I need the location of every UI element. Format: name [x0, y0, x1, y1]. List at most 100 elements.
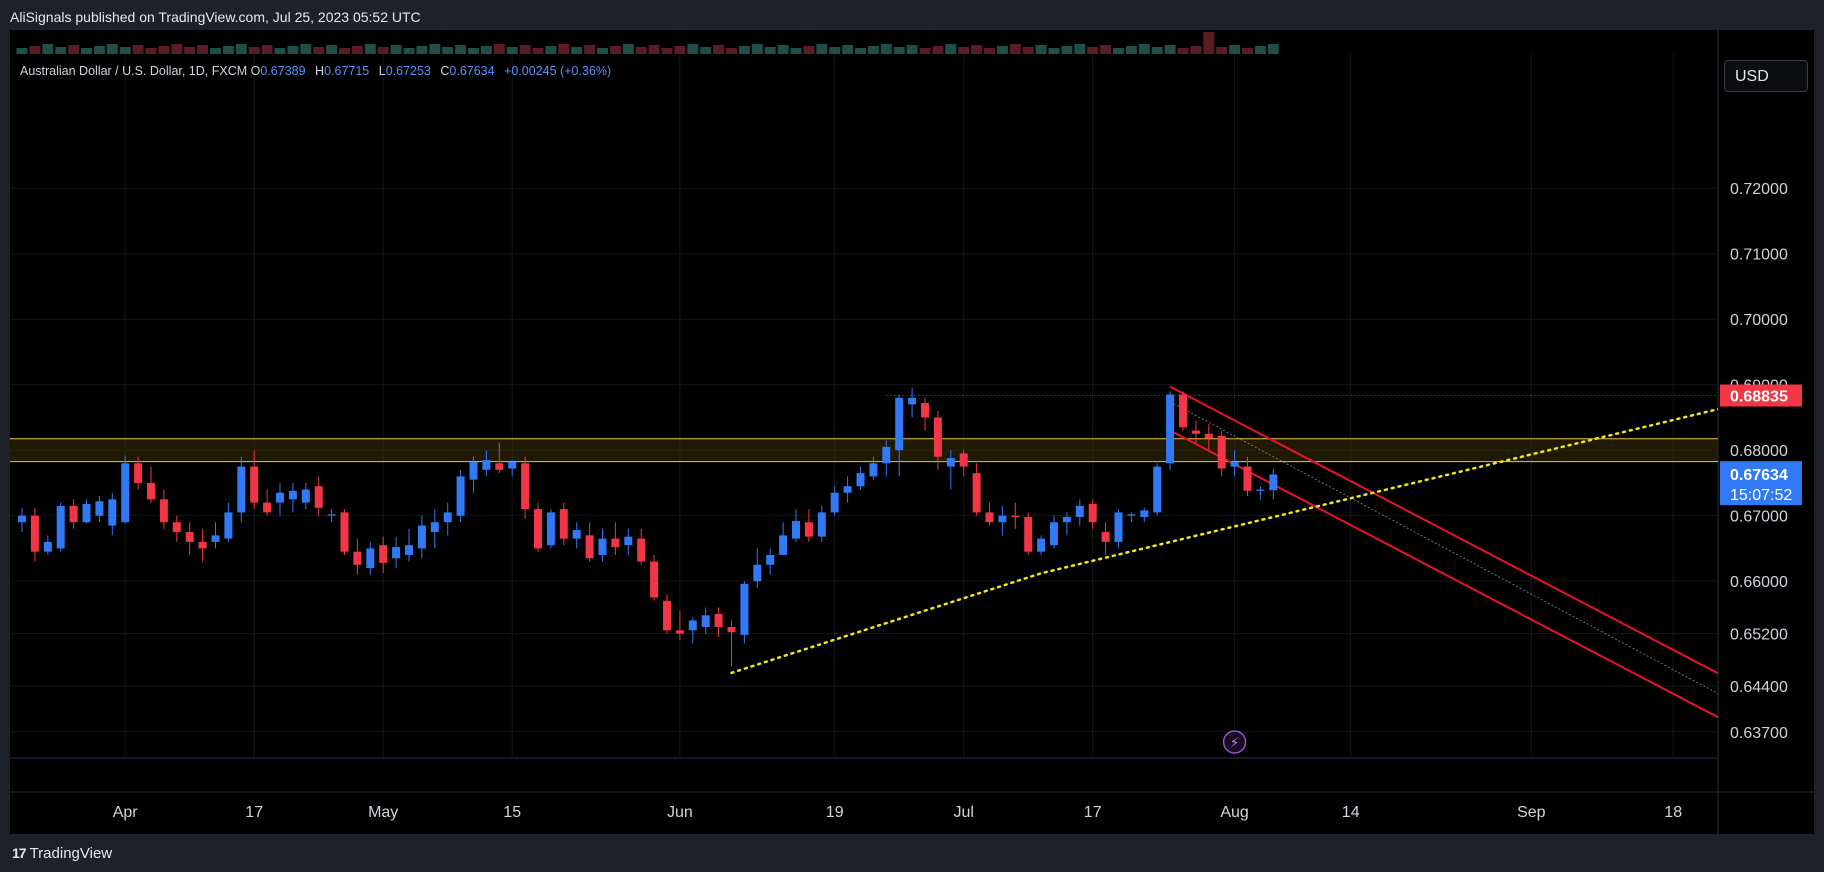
candle-body: [185, 532, 194, 542]
event-lightning-icon: [1222, 730, 1247, 754]
volume-bar: [867, 46, 879, 54]
volume-bar: [893, 47, 905, 54]
volume-bar: [313, 47, 325, 54]
volume-bar: [919, 48, 931, 54]
candle-body: [469, 461, 478, 480]
legend-low-label: L: [378, 64, 386, 78]
volume-bar: [106, 44, 118, 54]
volume-bar: [1087, 47, 1099, 54]
volume-bar: [1048, 48, 1060, 54]
volume-bar: [326, 45, 338, 54]
candle-body: [598, 538, 607, 555]
candle-body: [30, 515, 39, 552]
legend-open-value: 0.67389: [260, 64, 306, 78]
resistance-price-label: [1720, 384, 1802, 407]
tradingview-logo[interactable]: 17 TradingView: [12, 845, 112, 862]
volume-bar: [455, 45, 467, 54]
volume-bar: [996, 46, 1008, 54]
volume-bar: [700, 47, 712, 54]
candle-body: [1166, 394, 1175, 464]
candle-body: [1075, 505, 1084, 517]
volume-bar: [1229, 45, 1241, 54]
volume-bar: [1151, 47, 1163, 54]
volume-bar: [235, 44, 247, 54]
volume-bar: [184, 47, 196, 54]
chart-frame[interactable]: [10, 30, 1814, 834]
x-tick-label: 17: [1084, 804, 1102, 821]
volume-bar: [764, 47, 776, 54]
x-tick-label: Jun: [667, 804, 693, 821]
candle-body: [727, 627, 736, 633]
volume-bar: [738, 46, 750, 54]
y-tick-label: 0.71000: [1730, 247, 1788, 264]
volume-bar: [1022, 47, 1034, 54]
volume-bar: [16, 48, 28, 54]
candle-body: [921, 403, 929, 418]
volume-bar: [777, 45, 789, 54]
candle-body: [1088, 503, 1097, 523]
volume-bar: [1254, 46, 1266, 54]
channel-lower-line: [1169, 429, 1718, 719]
x-tick-label: May: [368, 804, 398, 821]
candle-body: [379, 545, 388, 563]
y-tick-label: 0.65200: [1730, 627, 1788, 644]
currency-button[interactable]: USD: [1724, 60, 1808, 92]
candle-body: [882, 446, 891, 464]
volume-bar: [519, 45, 531, 54]
volume-bar: [932, 46, 944, 54]
x-tick-label: 17: [245, 804, 263, 821]
volume-bar: [403, 48, 415, 54]
candle-body: [585, 535, 594, 559]
volume-bar: [1190, 46, 1202, 54]
volume-bar: [261, 45, 273, 54]
volume-bar: [597, 48, 608, 54]
volume-bar: [816, 44, 828, 54]
candle-body: [1127, 514, 1136, 516]
candle-body: [856, 473, 865, 487]
candle-body: [147, 482, 155, 500]
volume-bar: [648, 45, 660, 54]
x-tick-label: Sep: [1517, 804, 1546, 821]
candle-body: [572, 530, 581, 539]
volume-bar: [119, 47, 131, 54]
candle-body: [1243, 466, 1252, 491]
volume-bar: [532, 48, 544, 54]
volume-bar: [416, 46, 428, 54]
volume-bar: [842, 45, 854, 54]
candle-body: [1024, 516, 1033, 552]
candle-body: [998, 515, 1007, 523]
current-price-label: [1720, 461, 1802, 506]
candle-body: [650, 561, 659, 598]
volume-bar: [803, 46, 815, 54]
volume-bar: [945, 44, 957, 54]
volume-bar: [1113, 48, 1124, 54]
volume-bar: [958, 47, 970, 54]
volume-bar: [829, 47, 841, 54]
volume-bar: [480, 46, 492, 54]
candle-body: [792, 520, 800, 539]
volume-bar: [351, 46, 363, 54]
candle-body: [817, 512, 826, 537]
x-tick-label: Aug: [1220, 804, 1248, 821]
volume-bar: [364, 44, 376, 54]
candle-body: [417, 525, 426, 549]
candle-body: [263, 502, 272, 513]
volume-bar: [855, 48, 866, 54]
candle-body: [1101, 532, 1110, 542]
x-tick-label: Jul: [953, 804, 973, 821]
candle-body: [1153, 466, 1162, 513]
candle-body: [546, 512, 555, 546]
y-tick-label: 0.63700: [1730, 725, 1788, 742]
volume-bar: [661, 48, 673, 54]
candle-body: [198, 541, 207, 549]
volume-bar: [1074, 44, 1086, 54]
volume-bar: [493, 44, 505, 54]
lightning-glyph: ⚡: [1230, 736, 1239, 751]
candle-body: [43, 541, 52, 552]
y-tick-label: 0.70000: [1730, 312, 1788, 329]
tradingview-logo-icon: 17: [12, 845, 27, 861]
candle-body: [69, 505, 78, 523]
candle-body: [1140, 510, 1149, 517]
candle-body: [121, 463, 130, 523]
